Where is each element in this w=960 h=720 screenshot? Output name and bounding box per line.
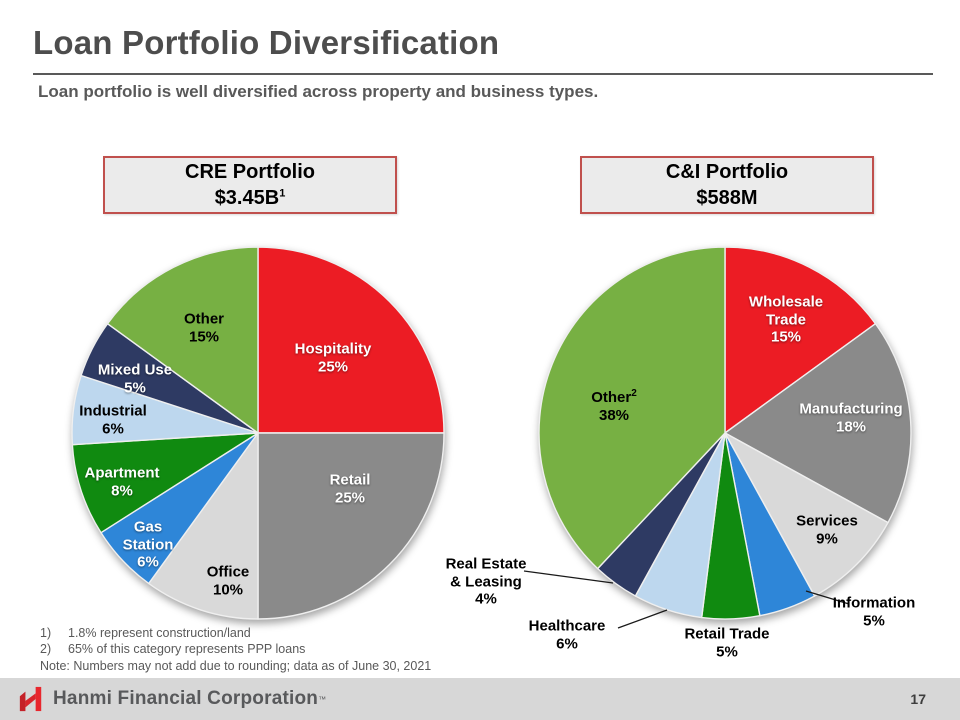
page-number: 17	[910, 691, 926, 707]
ci-portfolio-header: C&I Portfolio $588M	[580, 156, 874, 214]
cre-portfolio-title: CRE Portfolio	[185, 161, 315, 183]
pie-label-wholesale-trade: Wholesale Trade 15%	[748, 293, 824, 346]
pie-slice-healthcare	[634, 432, 726, 619]
pie-label-office: Office 10%	[206, 563, 250, 598]
cre-portfolio-header: CRE Portfolio $3.45B1	[103, 156, 397, 214]
subtitle: Loan portfolio is well diversified acros…	[38, 82, 599, 101]
pie-label-other: Other 15%	[183, 310, 225, 345]
cre-portfolio-total: $3.45B1	[214, 187, 286, 209]
pie-label-gas-station: Gas Station 6%	[122, 518, 174, 571]
pie-label-healthcare: Healthcare 6%	[528, 617, 606, 652]
page-title: Loan Portfolio Diversification	[33, 24, 500, 61]
footnote-note: Note: Numbers may not add due to roundin…	[40, 658, 432, 673]
pie-label-retail: Retail 25%	[329, 471, 371, 506]
pie-label-information: Information 5%	[832, 594, 916, 629]
pie-label-real-estate-leasing: Real Estate & Leasing 4%	[445, 555, 527, 608]
pie-slice-retail-trade	[700, 432, 761, 620]
ci-portfolio-total: $588M	[696, 187, 758, 209]
leader-line-healthcare	[617, 609, 668, 629]
footnotes: 1) 1.8% represent construction/land 2) 65%…	[40, 625, 431, 674]
brand-logo: Hanmi Financial Corporation ™	[17, 686, 326, 712]
pie-label-services: Services 9%	[796, 512, 858, 547]
footer-bar: Hanmi Financial Corporation ™ 17	[0, 678, 960, 720]
pie-label-manufacturing: Manufacturing 18%	[799, 400, 903, 435]
pie-label-other: Other2 38%	[591, 387, 637, 424]
pie-slice-real-estate-leasing	[596, 432, 726, 597]
pie-slice-retail	[257, 432, 445, 620]
pie-label-apartment: Apartment 8%	[84, 464, 160, 499]
pie-label-mixed-use: Mixed Use 5%	[97, 361, 173, 396]
pie-label-industrial: Industrial 6%	[79, 402, 147, 437]
pie-label-retail-trade: Retail Trade 5%	[684, 625, 770, 660]
trademark-mark: ™	[318, 694, 327, 704]
brand-name: Hanmi Financial Corporation	[53, 688, 319, 709]
hanmi-logo-icon	[19, 686, 42, 712]
footnote-2: 2) 65% of this category represents PPP lo…	[40, 642, 306, 657]
title-underline	[33, 73, 933, 75]
footnote-ref-1: 1	[279, 187, 286, 200]
leader-line-real-estate-leasing	[523, 570, 614, 584]
ci-portfolio-title: C&I Portfolio	[665, 161, 789, 183]
pie-label-hospitality: Hospitality 25%	[294, 340, 372, 375]
footnote-1: 1) 1.8% represent construction/land	[40, 626, 251, 640]
